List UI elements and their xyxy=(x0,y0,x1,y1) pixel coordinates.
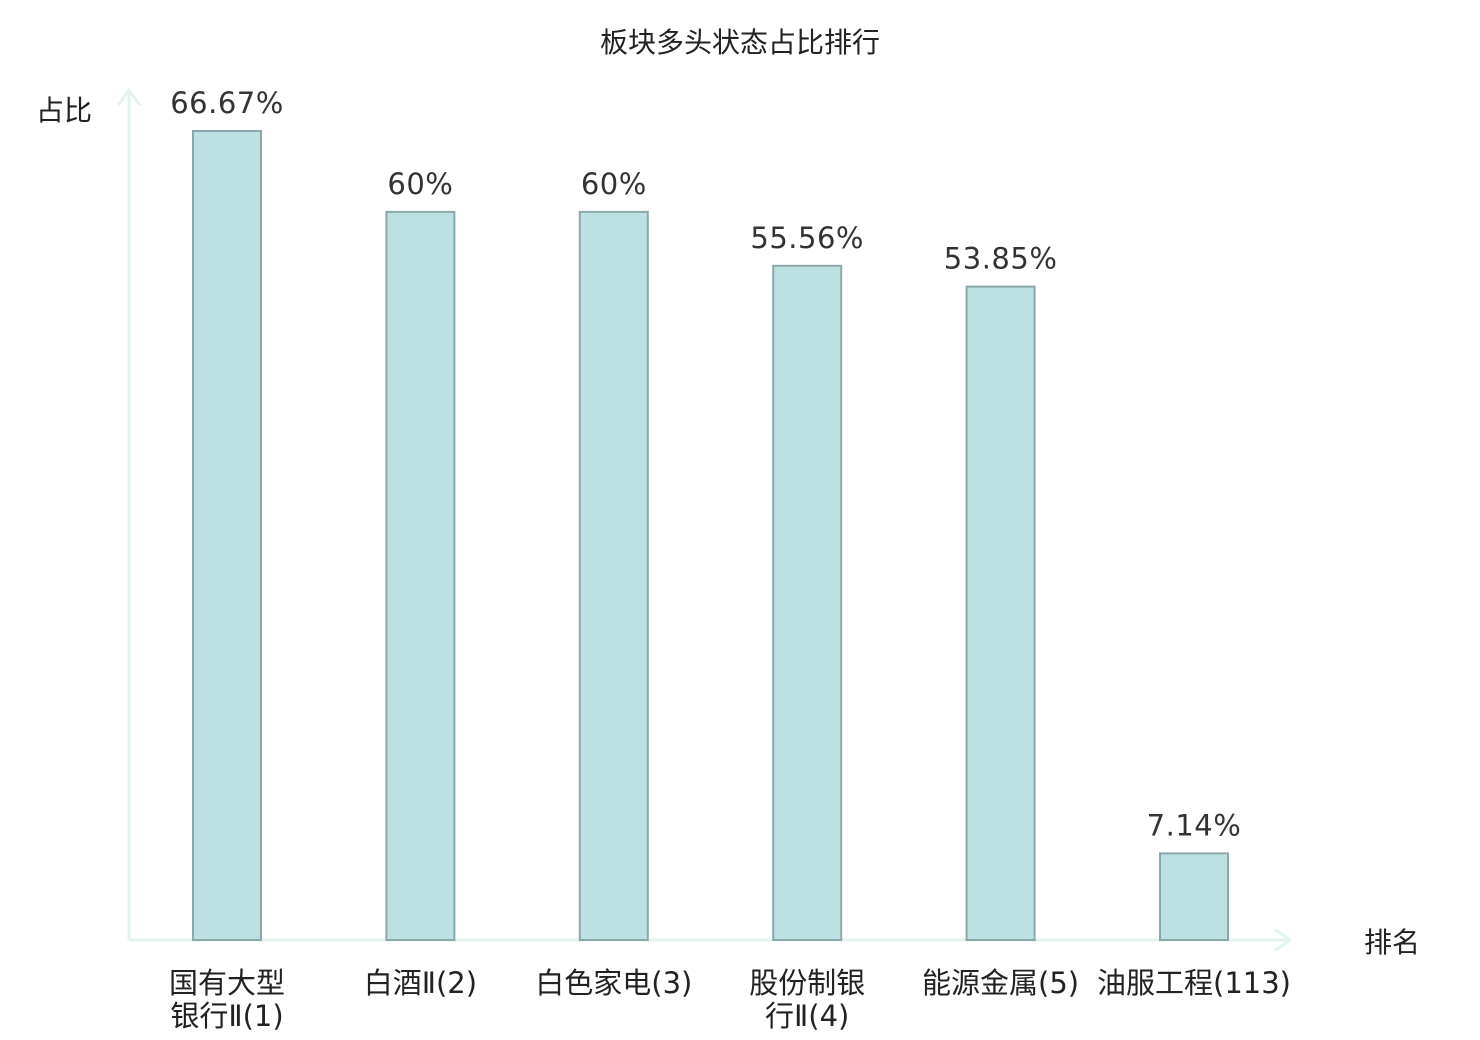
value-labels: 66.67% 60% 60% 55.56% 53.85% 7.14% xyxy=(170,86,1241,842)
bar xyxy=(385,210,456,941)
category-label: 银行Ⅱ(1) xyxy=(170,999,283,1033)
x-axis-label: 排名 xyxy=(1364,926,1420,959)
bar xyxy=(578,210,649,941)
x-axis xyxy=(129,928,1292,952)
category-label: 油服工程(113) xyxy=(1097,966,1291,1000)
bar-value-label: 7.14% xyxy=(1147,808,1242,842)
y-axis-label: 占比 xyxy=(36,94,92,127)
bar xyxy=(192,130,262,941)
bar-value-label: 66.67% xyxy=(170,86,284,120)
bar-value-label: 53.85% xyxy=(944,242,1058,276)
category-label: 白色家电(3) xyxy=(535,966,692,1000)
category-label: 行Ⅱ(4) xyxy=(765,999,849,1033)
chart-title: 板块多头状态占比排行 xyxy=(600,26,880,59)
bar xyxy=(772,264,843,941)
bar-value-label: 60% xyxy=(581,167,647,201)
category-label: 股份制银 xyxy=(749,966,865,1000)
bar-value-label: 60% xyxy=(387,167,453,201)
bar-value-label: 55.56% xyxy=(750,221,864,255)
bars xyxy=(192,130,1229,942)
category-label: 国有大型 xyxy=(169,966,285,1000)
category-label: 白酒Ⅱ(2) xyxy=(364,966,477,1000)
category-label: 能源金属(5) xyxy=(922,966,1079,1000)
y-axis xyxy=(117,88,141,940)
bar xyxy=(965,285,1036,942)
bar xyxy=(1159,852,1229,942)
